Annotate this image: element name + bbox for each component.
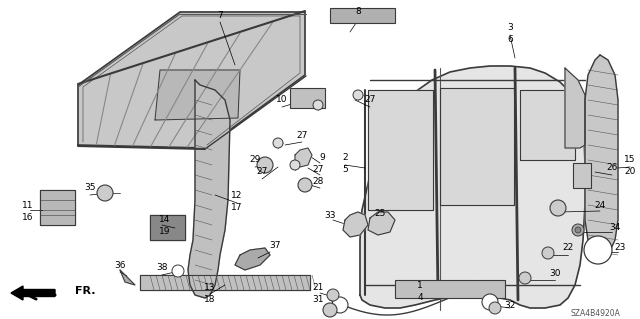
Text: 16: 16 [22,212,34,221]
Polygon shape [440,88,514,205]
Text: 38: 38 [156,263,168,272]
Text: 1: 1 [417,280,423,290]
Text: 24: 24 [595,201,605,210]
Circle shape [298,178,312,192]
Circle shape [332,297,348,313]
Text: 2: 2 [342,153,348,162]
Circle shape [313,100,323,110]
Polygon shape [140,275,310,290]
Text: 13: 13 [204,284,216,293]
Text: 22: 22 [563,243,573,253]
Polygon shape [360,66,585,308]
Polygon shape [150,215,185,240]
Circle shape [489,302,501,314]
Text: 25: 25 [374,209,386,218]
Bar [290,88,325,108]
FancyArrow shape [11,286,55,300]
Polygon shape [155,70,240,120]
Text: 5: 5 [342,166,348,174]
Circle shape [323,303,337,317]
Polygon shape [235,248,270,270]
Text: 27: 27 [312,165,324,174]
Text: 30: 30 [549,269,561,278]
Circle shape [572,224,584,236]
Text: 21: 21 [312,284,324,293]
Circle shape [519,272,531,284]
Polygon shape [188,80,230,298]
Circle shape [273,138,283,148]
Polygon shape [565,68,585,148]
Text: 14: 14 [159,216,171,225]
Circle shape [327,289,339,301]
Text: 27: 27 [256,167,268,176]
Polygon shape [368,90,433,210]
Text: SZA4B4920A: SZA4B4920A [570,308,620,317]
Text: 4: 4 [417,293,423,301]
Polygon shape [343,212,368,237]
Bar [395,280,505,298]
Text: 10: 10 [276,95,288,105]
Text: 27: 27 [364,95,376,105]
Text: 11: 11 [22,201,34,210]
Circle shape [290,160,300,170]
Text: 18: 18 [204,295,216,305]
Text: 17: 17 [231,204,243,212]
Circle shape [550,200,566,216]
Bar [573,163,591,188]
Text: 35: 35 [84,183,96,192]
Circle shape [257,157,273,173]
Text: 31: 31 [312,295,324,305]
Text: 28: 28 [312,177,324,187]
Polygon shape [295,148,312,167]
Polygon shape [368,212,395,235]
Text: 19: 19 [159,227,171,236]
Polygon shape [78,12,305,148]
Text: 8: 8 [355,8,361,17]
Text: 36: 36 [115,261,125,270]
Circle shape [172,265,184,277]
Circle shape [353,90,363,100]
Bar [330,8,395,23]
Text: 20: 20 [624,167,636,176]
Circle shape [584,236,612,264]
Text: 6: 6 [507,35,513,44]
Circle shape [482,294,498,310]
Text: 3: 3 [507,24,513,33]
Text: 32: 32 [504,300,516,309]
Text: 37: 37 [269,241,281,250]
Text: 23: 23 [614,243,626,253]
Text: 27: 27 [296,130,308,139]
Circle shape [97,185,113,201]
Polygon shape [520,90,575,160]
Polygon shape [120,270,135,285]
Text: FR.: FR. [75,286,95,296]
Text: 7: 7 [217,11,223,19]
Text: 9: 9 [319,152,325,161]
Text: 29: 29 [250,155,260,165]
Circle shape [575,227,581,233]
Text: 34: 34 [609,224,621,233]
Text: 12: 12 [231,191,243,201]
Text: 33: 33 [324,211,336,219]
Polygon shape [585,55,618,260]
Circle shape [542,247,554,259]
Text: 26: 26 [606,164,618,173]
Polygon shape [40,190,75,225]
Text: 15: 15 [624,155,636,165]
